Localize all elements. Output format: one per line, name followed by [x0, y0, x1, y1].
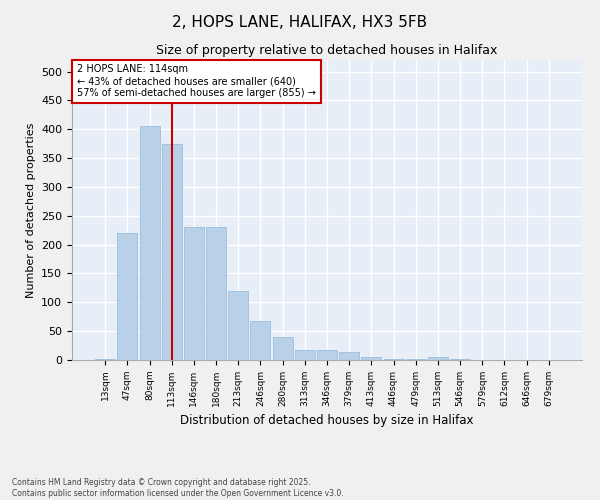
Bar [272, 337, 293, 360]
Bar [184, 228, 204, 360]
Bar [95, 359, 115, 360]
Bar [228, 291, 248, 360]
Text: 2 HOPS LANE: 114sqm
← 43% of detached houses are smaller (640)
57% of semi-detac: 2 HOPS LANE: 114sqm ← 43% of detached ho… [77, 64, 316, 98]
Bar [339, 352, 359, 360]
X-axis label: Distribution of detached houses by size in Halifax: Distribution of detached houses by size … [180, 414, 474, 428]
Bar [361, 357, 382, 360]
Bar [118, 233, 137, 360]
Bar [206, 228, 226, 360]
Bar [317, 350, 337, 360]
Title: Size of property relative to detached houses in Halifax: Size of property relative to detached ho… [157, 44, 497, 58]
Bar [295, 350, 315, 360]
Bar [162, 144, 182, 360]
Text: 2, HOPS LANE, HALIFAX, HX3 5FB: 2, HOPS LANE, HALIFAX, HX3 5FB [172, 15, 428, 30]
Bar [428, 357, 448, 360]
Y-axis label: Number of detached properties: Number of detached properties [26, 122, 35, 298]
Bar [250, 321, 271, 360]
Text: Contains HM Land Registry data © Crown copyright and database right 2025.
Contai: Contains HM Land Registry data © Crown c… [12, 478, 344, 498]
Bar [140, 126, 160, 360]
